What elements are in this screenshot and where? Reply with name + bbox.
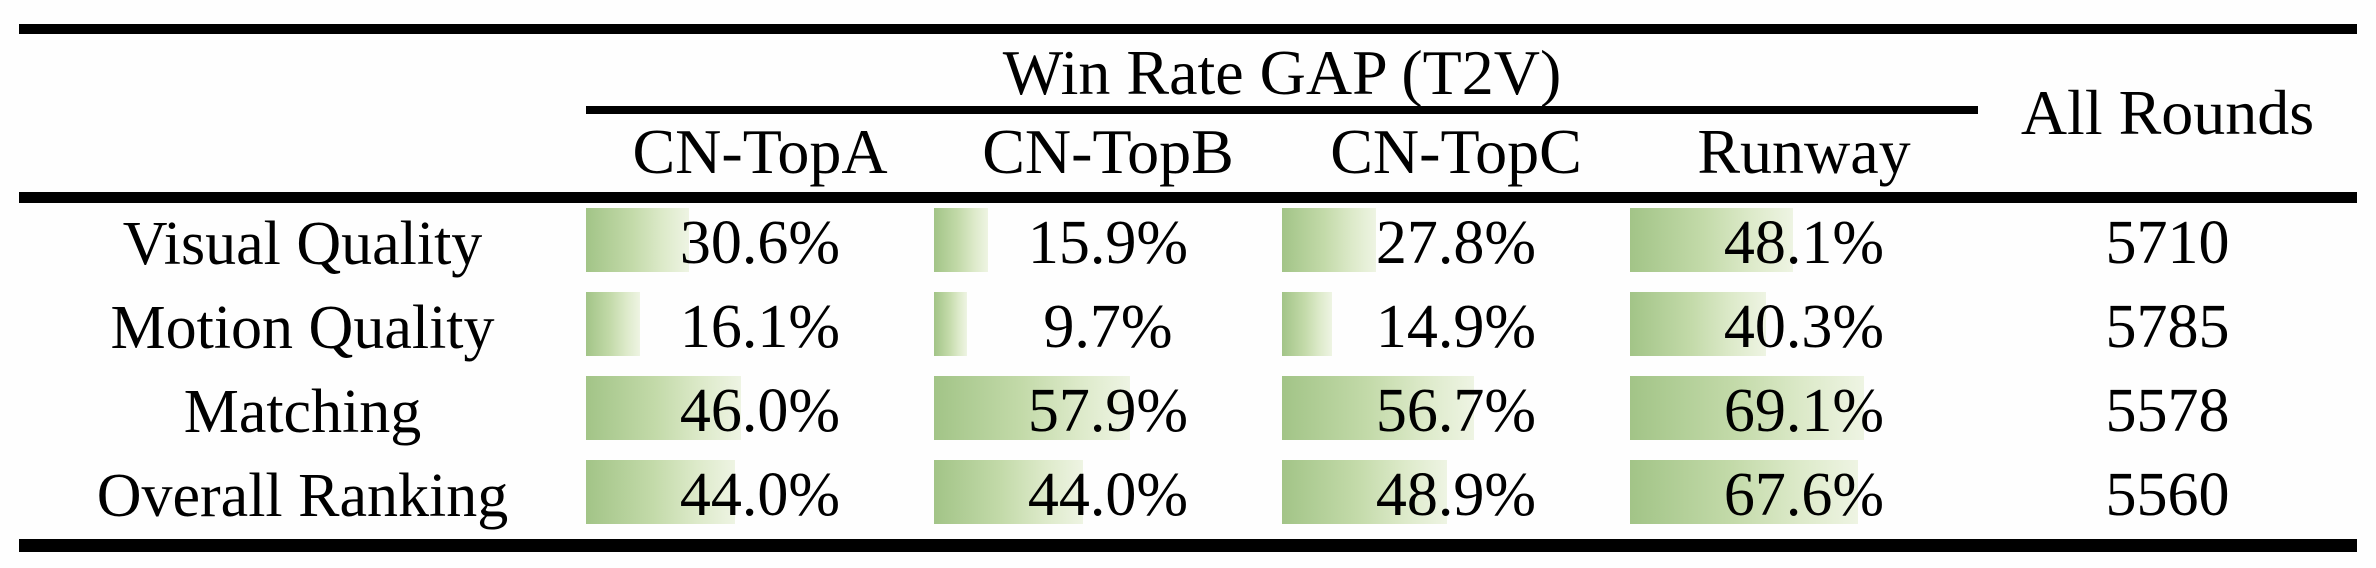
percent-cell: 30.6% bbox=[586, 203, 934, 287]
percent-cell: 40.3% bbox=[1630, 287, 1978, 371]
sub-column-headers: CN-TopA CN-TopB CN-TopC Runway bbox=[586, 114, 1978, 192]
column-header-cn-topa: CN-TopA bbox=[632, 116, 888, 187]
win-rate-bar bbox=[1282, 292, 1333, 356]
win-rate-bar bbox=[934, 376, 1130, 440]
top-rule bbox=[19, 24, 2357, 34]
percent-cell: 67.6% bbox=[1630, 455, 1978, 539]
win-rate-bar bbox=[1282, 376, 1474, 440]
percent-value: 16.1% bbox=[679, 293, 841, 361]
row-label: Overall Ranking bbox=[96, 462, 509, 530]
percent-value: 69.1% bbox=[1723, 377, 1885, 445]
column-header-cn-topb: CN-TopB bbox=[982, 116, 1234, 187]
table-row-visual-quality: Visual Quality 30.6% 15.9% 27.8% 48.1% bbox=[19, 203, 2357, 287]
all-rounds-value: 5710 bbox=[2105, 209, 2230, 277]
table-row-matching: Matching 46.0% 57.9% 56.7% 69.1% 557 bbox=[19, 371, 2357, 455]
win-rate-bar bbox=[1282, 460, 1448, 524]
percent-cell: 44.0% bbox=[934, 455, 1282, 539]
percent-value: 27.8% bbox=[1375, 209, 1537, 277]
percent-value: 56.7% bbox=[1375, 377, 1537, 445]
percent-cell: 16.1% bbox=[586, 287, 934, 371]
percent-cell: 44.0% bbox=[586, 455, 934, 539]
win-rate-bar bbox=[1630, 208, 1793, 272]
percent-cell: 27.8% bbox=[1282, 203, 1630, 287]
percent-value: 46.0% bbox=[679, 377, 841, 445]
win-rate-bar bbox=[1282, 208, 1376, 272]
percent-cell: 69.1% bbox=[1630, 371, 1978, 455]
table-header: Win Rate GAP (T2V) All Rounds CN-TopA CN… bbox=[19, 34, 2357, 192]
percent-value: 40.3% bbox=[1723, 293, 1885, 361]
win-rate-bar bbox=[1630, 460, 1859, 524]
all-rounds-value: 5785 bbox=[2105, 293, 2230, 361]
bottom-rule bbox=[19, 539, 2357, 552]
header-corner-cell bbox=[19, 34, 586, 192]
percent-value: 44.0% bbox=[679, 461, 841, 529]
percent-value: 9.7% bbox=[1043, 293, 1173, 361]
win-rate-bar bbox=[934, 460, 1083, 524]
win-rate-bar bbox=[1630, 292, 1767, 356]
win-rate-bar bbox=[586, 292, 641, 356]
win-rate-bar bbox=[586, 208, 690, 272]
column-header-runway: Runway bbox=[1697, 116, 1911, 187]
win-rate-bar bbox=[934, 208, 988, 272]
percent-cell: 48.9% bbox=[1282, 455, 1630, 539]
percent-cell: 57.9% bbox=[934, 371, 1282, 455]
table-row-overall-ranking: Overall Ranking 44.0% 44.0% 48.9% 67.6% bbox=[19, 455, 2357, 539]
win-rate-bar bbox=[586, 376, 742, 440]
row-label: Matching bbox=[183, 378, 422, 446]
percent-value: 15.9% bbox=[1027, 209, 1189, 277]
all-rounds-value: 5560 bbox=[2105, 461, 2230, 529]
column-header-cn-topc: CN-TopC bbox=[1330, 116, 1582, 187]
row-label: Motion Quality bbox=[110, 294, 495, 362]
percent-cell: 48.1% bbox=[1630, 203, 1978, 287]
percent-cell: 56.7% bbox=[1282, 371, 1630, 455]
row-label: Visual Quality bbox=[122, 210, 483, 278]
percent-value: 30.6% bbox=[679, 209, 841, 277]
percent-value: 44.0% bbox=[1027, 461, 1189, 529]
percent-value: 48.9% bbox=[1375, 461, 1537, 529]
percent-value: 67.6% bbox=[1723, 461, 1885, 529]
percent-cell: 14.9% bbox=[1282, 287, 1630, 371]
win-rate-bar bbox=[1630, 376, 1864, 440]
percent-value: 57.9% bbox=[1027, 377, 1189, 445]
percent-value: 14.9% bbox=[1375, 293, 1537, 361]
all-rounds-value: 5578 bbox=[2105, 377, 2230, 445]
column-header-all-rounds: All Rounds bbox=[2020, 77, 2315, 148]
header-body-divider-rule bbox=[19, 192, 2357, 203]
table-body: Visual Quality 30.6% 15.9% 27.8% 48.1% bbox=[19, 203, 2357, 539]
win-rate-bar bbox=[934, 292, 967, 356]
percent-value: 48.1% bbox=[1723, 209, 1885, 277]
win-rate-bar bbox=[586, 460, 735, 524]
percent-cell: 9.7% bbox=[934, 287, 1282, 371]
group-header-win-rate-gap: Win Rate GAP (T2V) bbox=[586, 34, 1978, 114]
table-row-motion-quality: Motion Quality 16.1% 9.7% 14.9% 40.3% bbox=[19, 287, 2357, 371]
percent-cell: 46.0% bbox=[586, 371, 934, 455]
percent-cell: 15.9% bbox=[934, 203, 1282, 287]
